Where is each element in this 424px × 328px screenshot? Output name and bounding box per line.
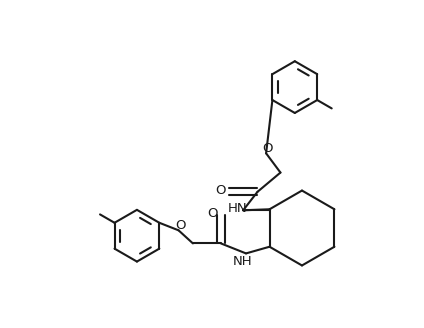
Text: HN: HN bbox=[228, 202, 248, 215]
Text: O: O bbox=[215, 184, 226, 197]
Text: O: O bbox=[175, 219, 185, 232]
Text: O: O bbox=[207, 207, 218, 220]
Text: NH: NH bbox=[233, 255, 253, 268]
Text: O: O bbox=[262, 142, 273, 155]
